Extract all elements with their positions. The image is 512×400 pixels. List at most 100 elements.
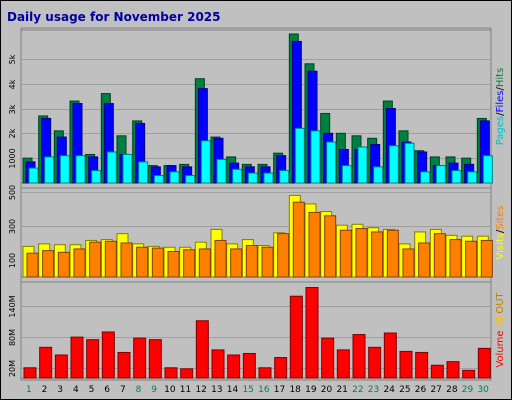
x-tick-label: 1: [26, 385, 32, 395]
x-tick-label: 9: [151, 385, 157, 395]
bar-pages: [467, 171, 478, 184]
bar-volume: [446, 361, 460, 379]
x-tick-label: 24: [383, 385, 395, 395]
y-tick-label: 1000: [8, 148, 17, 168]
bar-sites: [292, 201, 305, 278]
bar-pages: [91, 170, 102, 184]
bar-pages: [263, 172, 274, 184]
legend-entry: IN: [495, 317, 506, 327]
x-tick-label: 26: [415, 385, 427, 395]
legend-entry: Pages: [495, 116, 506, 145]
x-tick-label: 2: [42, 385, 48, 395]
bar-pages: [420, 171, 431, 184]
bar-sites: [355, 228, 368, 278]
x-tick-label: 18: [289, 385, 301, 395]
bar-pages: [294, 127, 305, 184]
bar-volume: [133, 337, 147, 379]
bar-pages: [373, 166, 384, 184]
bar-pages: [28, 167, 39, 184]
x-tick-label: 22: [352, 385, 363, 395]
bar-sites: [198, 248, 211, 278]
bar-sites: [308, 211, 321, 278]
bar-sites: [465, 240, 478, 278]
bar-volume: [462, 369, 476, 379]
bar-sites: [42, 250, 55, 278]
panel-kbytes: 20M 80M 140M Volume IN OUT: [8, 281, 506, 379]
x-tick-label: 5: [89, 385, 95, 395]
x-tick-label: 10: [164, 385, 176, 395]
bar-pages: [216, 158, 227, 184]
x-tick-label: 30: [477, 385, 489, 395]
bar-sites: [230, 248, 243, 278]
bar-pages: [388, 145, 399, 184]
legend-entry: OUT: [495, 291, 506, 313]
x-tick-label: 29: [462, 385, 474, 395]
bar-volume: [321, 337, 335, 379]
bar-sites: [371, 231, 384, 278]
bar-sites: [324, 215, 337, 278]
bar-sites: [480, 239, 493, 278]
bar-sites: [277, 233, 290, 278]
legend-entry: Volume: [495, 330, 506, 367]
bar-sites: [449, 239, 462, 278]
x-tick-label: 15: [242, 385, 253, 395]
bar-volume: [101, 331, 115, 379]
y-tick-label: 500: [8, 185, 17, 200]
x-tick-label: 28: [446, 385, 458, 395]
legend-separator: /: [495, 87, 506, 91]
x-tick-label: 7: [120, 385, 126, 395]
bar-volume: [336, 349, 350, 379]
bar-sites: [418, 242, 431, 278]
bar-volume: [70, 336, 84, 379]
x-tick-label: 20: [321, 385, 333, 395]
y-tick-label: 2k: [8, 128, 17, 138]
x-tick-label: 25: [399, 385, 410, 395]
y-tick-label: 300: [8, 219, 17, 234]
bar-sites: [57, 251, 70, 278]
legend-hits-files-pages: Pages/Files/Hits: [495, 68, 506, 146]
x-tick-label: 23: [368, 385, 379, 395]
bar-volume: [399, 350, 413, 379]
bar-pages: [44, 156, 55, 184]
legend-entry: Visits: [495, 233, 506, 260]
x-tick-label: 13: [211, 385, 222, 395]
bar-volume: [430, 364, 444, 379]
bar-volume: [415, 351, 429, 379]
bar-volume: [477, 347, 491, 379]
bar-pages: [75, 155, 86, 184]
bar-volume: [211, 349, 225, 379]
x-tick-label: 12: [195, 385, 206, 395]
bar-volume: [117, 351, 131, 379]
bar-pages: [59, 155, 70, 184]
bar-pages: [247, 172, 258, 184]
bar-pages: [357, 146, 368, 184]
x-tick-label: 21: [336, 385, 347, 395]
legend-entry: Hits: [495, 68, 506, 87]
y-tick-label: 100: [8, 253, 17, 268]
x-tick-label: 16: [258, 385, 270, 395]
bar-pages: [404, 142, 415, 184]
legend-kbytes: Volume IN OUT: [495, 291, 506, 367]
y-tick-label: 4k: [8, 79, 17, 89]
panel-background: [20, 281, 492, 379]
legend-entry: Sites: [495, 205, 506, 229]
bar-pages: [451, 170, 462, 184]
bar-volume: [86, 339, 100, 379]
x-tick-label: 3: [57, 385, 63, 395]
bar-volume: [258, 367, 272, 379]
bar-sites: [214, 239, 227, 278]
bar-volume: [242, 352, 256, 379]
bar-volume: [148, 339, 162, 379]
x-tick-label: 8: [136, 385, 142, 395]
bar-pages: [279, 170, 290, 184]
bar-sites: [73, 248, 86, 278]
bar-pages: [435, 165, 446, 184]
bar-sites: [339, 229, 352, 278]
bar-sites: [151, 247, 164, 278]
bar-sites: [120, 242, 133, 278]
x-tick-label: 14: [227, 385, 239, 395]
chart-title: Daily usage for November 2025: [7, 10, 221, 24]
bar-pages: [482, 155, 493, 184]
